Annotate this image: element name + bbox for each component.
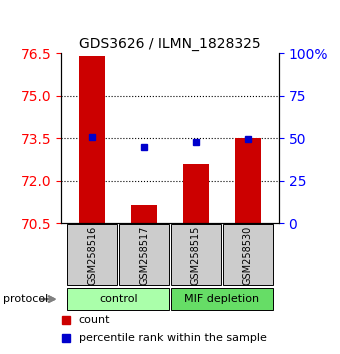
Text: control: control <box>99 294 137 304</box>
Text: GSM258515: GSM258515 <box>191 225 201 285</box>
Text: GSM258530: GSM258530 <box>243 225 253 285</box>
Text: GSM258516: GSM258516 <box>87 225 97 285</box>
Bar <box>235 138 261 223</box>
FancyBboxPatch shape <box>67 288 169 310</box>
FancyBboxPatch shape <box>171 224 221 285</box>
FancyBboxPatch shape <box>223 224 273 285</box>
Text: GSM258517: GSM258517 <box>139 225 149 285</box>
Text: count: count <box>79 315 110 325</box>
Bar <box>79 56 105 223</box>
Bar <box>183 164 209 223</box>
Text: protocol: protocol <box>3 294 49 304</box>
Text: percentile rank within the sample: percentile rank within the sample <box>79 333 267 343</box>
FancyBboxPatch shape <box>67 224 117 285</box>
Text: MIF depletion: MIF depletion <box>184 294 259 304</box>
Title: GDS3626 / ILMN_1828325: GDS3626 / ILMN_1828325 <box>79 37 261 51</box>
Bar <box>131 205 157 223</box>
FancyBboxPatch shape <box>119 224 169 285</box>
FancyBboxPatch shape <box>171 288 273 310</box>
